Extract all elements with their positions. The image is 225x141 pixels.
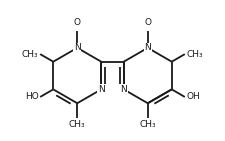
Text: OH: OH xyxy=(187,92,200,101)
Text: N: N xyxy=(120,85,127,94)
Text: CH₃: CH₃ xyxy=(69,120,86,129)
Text: N: N xyxy=(144,43,151,52)
Text: O: O xyxy=(144,18,151,27)
Text: N: N xyxy=(98,85,105,94)
Text: CH₃: CH₃ xyxy=(22,50,38,59)
Text: O: O xyxy=(74,18,81,27)
Text: N: N xyxy=(74,43,81,52)
Text: CH₃: CH₃ xyxy=(140,120,156,129)
Text: HO: HO xyxy=(25,92,38,101)
Text: CH₃: CH₃ xyxy=(187,50,203,59)
